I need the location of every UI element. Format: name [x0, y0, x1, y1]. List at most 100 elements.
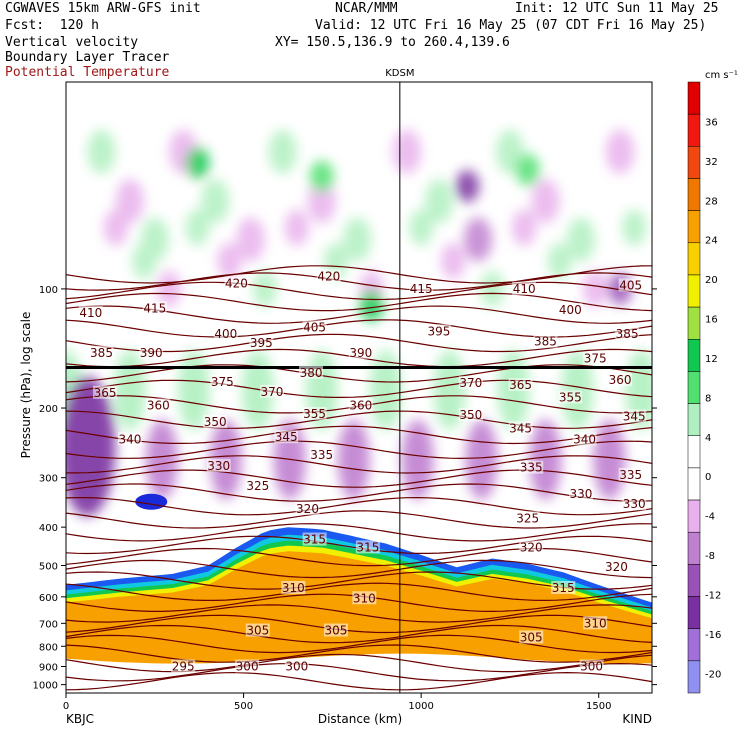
y-tick-label: 100 [39, 285, 58, 296]
theta-label: 390 [349, 346, 372, 360]
wave-cell [583, 270, 608, 307]
contour-label-bg [618, 278, 643, 292]
theta-label: 310 [282, 581, 305, 595]
contour-label-bg [519, 460, 544, 474]
y-tick-label: 500 [39, 561, 58, 572]
theta-label: 410 [79, 306, 102, 320]
colorbar-segment [687, 178, 701, 211]
wave-cell [409, 209, 434, 246]
theta-label: 400 [214, 327, 237, 341]
theta-contour-line [66, 559, 652, 579]
theta-label: 315 [552, 581, 575, 595]
contour-label-bg [171, 659, 196, 673]
theta-label: 380 [300, 366, 323, 380]
contour-label-bg [583, 351, 608, 365]
contour-label-bg [146, 398, 171, 412]
x-tick-label: 1500 [586, 701, 611, 712]
theta-label: 335 [310, 448, 333, 462]
y-tick-label: 200 [39, 404, 58, 415]
contour-label-bg [302, 320, 327, 334]
theta-label: 375 [211, 375, 234, 389]
colorbar-segment [687, 81, 701, 115]
y-tick-label: 900 [39, 663, 58, 674]
contour-label-bg [568, 487, 593, 501]
colorbar-label: 20 [705, 275, 718, 286]
wave-cell [622, 209, 647, 246]
contour-label-bg [281, 581, 306, 595]
colorbar-segment [687, 306, 701, 340]
theta-contour-line [66, 265, 652, 284]
contour-label-bg [348, 345, 373, 359]
theta-label: 305 [324, 624, 347, 638]
contour-label-bg [295, 502, 320, 516]
x-tick-label: 500 [234, 701, 253, 712]
wave-cell [284, 209, 309, 246]
contour-label-bg [622, 497, 647, 511]
contour-label-bg [512, 281, 537, 295]
theta-label: 320 [296, 502, 319, 516]
contour-label-bg [299, 365, 324, 379]
mid-cell [145, 419, 178, 500]
theta-label: 315 [303, 533, 326, 547]
colorbar-label: 12 [705, 354, 718, 365]
init-time: Init: 12 UTC Sun 11 May 25 [515, 1, 719, 16]
colorbar-label: 0 [705, 472, 711, 483]
theta-contour-line [66, 523, 652, 542]
contour-label-bg [203, 415, 228, 429]
wave-cell [392, 129, 421, 174]
colorbar-segment [687, 499, 701, 533]
theta-label: 350 [459, 408, 482, 422]
contour-label-bg [213, 326, 238, 340]
wave-cell [480, 270, 505, 307]
colorbar-segment [687, 274, 701, 308]
contour-label-bg [117, 432, 142, 446]
strong-cell [309, 160, 334, 193]
theta-label: 395 [427, 324, 450, 338]
contour-label-bg [519, 630, 544, 644]
contour-label-bg [348, 398, 373, 412]
contour-label-bg [608, 373, 633, 387]
contour-label-bg [426, 324, 451, 338]
theta-label: 365 [94, 386, 117, 400]
wave-cell [307, 179, 336, 224]
wave-cell [201, 179, 230, 224]
contour-label-bg [206, 458, 231, 472]
wave-cell [268, 129, 297, 174]
contour-label-bg [533, 334, 558, 348]
theta-label: 385 [90, 346, 113, 360]
theta-label: 415 [143, 301, 166, 315]
colorbar-segment [687, 371, 701, 404]
contour-label-bg [302, 532, 327, 546]
theta-contour-line [66, 455, 652, 474]
contour-label-bg [551, 581, 576, 595]
wave-cell [115, 179, 144, 224]
contour-label-bg [249, 336, 274, 350]
theta-contour-line [66, 662, 652, 682]
theta-contour-line [66, 281, 652, 301]
colorbar-segment [687, 628, 701, 662]
contour-label-bg [352, 591, 377, 605]
theta-label: 360 [147, 398, 170, 412]
colorbar-label: -12 [705, 590, 721, 601]
colorbar-segment [687, 339, 701, 372]
contour-label-bg [284, 659, 309, 673]
theta-contour-line [66, 440, 652, 460]
theta-label: 405 [303, 320, 326, 334]
contour-label-bg [245, 623, 270, 637]
contour-label-bg [355, 540, 380, 554]
contour-label-bg [302, 406, 327, 420]
theta-label: 395 [250, 336, 273, 350]
blue-cell [135, 493, 168, 510]
theta-label: 320 [520, 540, 543, 554]
valid-time: Valid: 12 UTC Fri 16 May 25 (07 CDT Fri … [315, 18, 707, 33]
theta-label: 345 [509, 421, 532, 435]
theta-label: 345 [623, 409, 646, 423]
theta-contour-line [66, 510, 652, 529]
wave-cell [156, 270, 181, 307]
colorbar-label: -4 [705, 512, 715, 523]
colorbar-label: 16 [705, 315, 718, 326]
contour-label-bg [618, 467, 643, 481]
colorbar-label: -20 [705, 669, 721, 680]
theta-label: 420 [225, 277, 248, 291]
wave-cell [512, 209, 537, 246]
